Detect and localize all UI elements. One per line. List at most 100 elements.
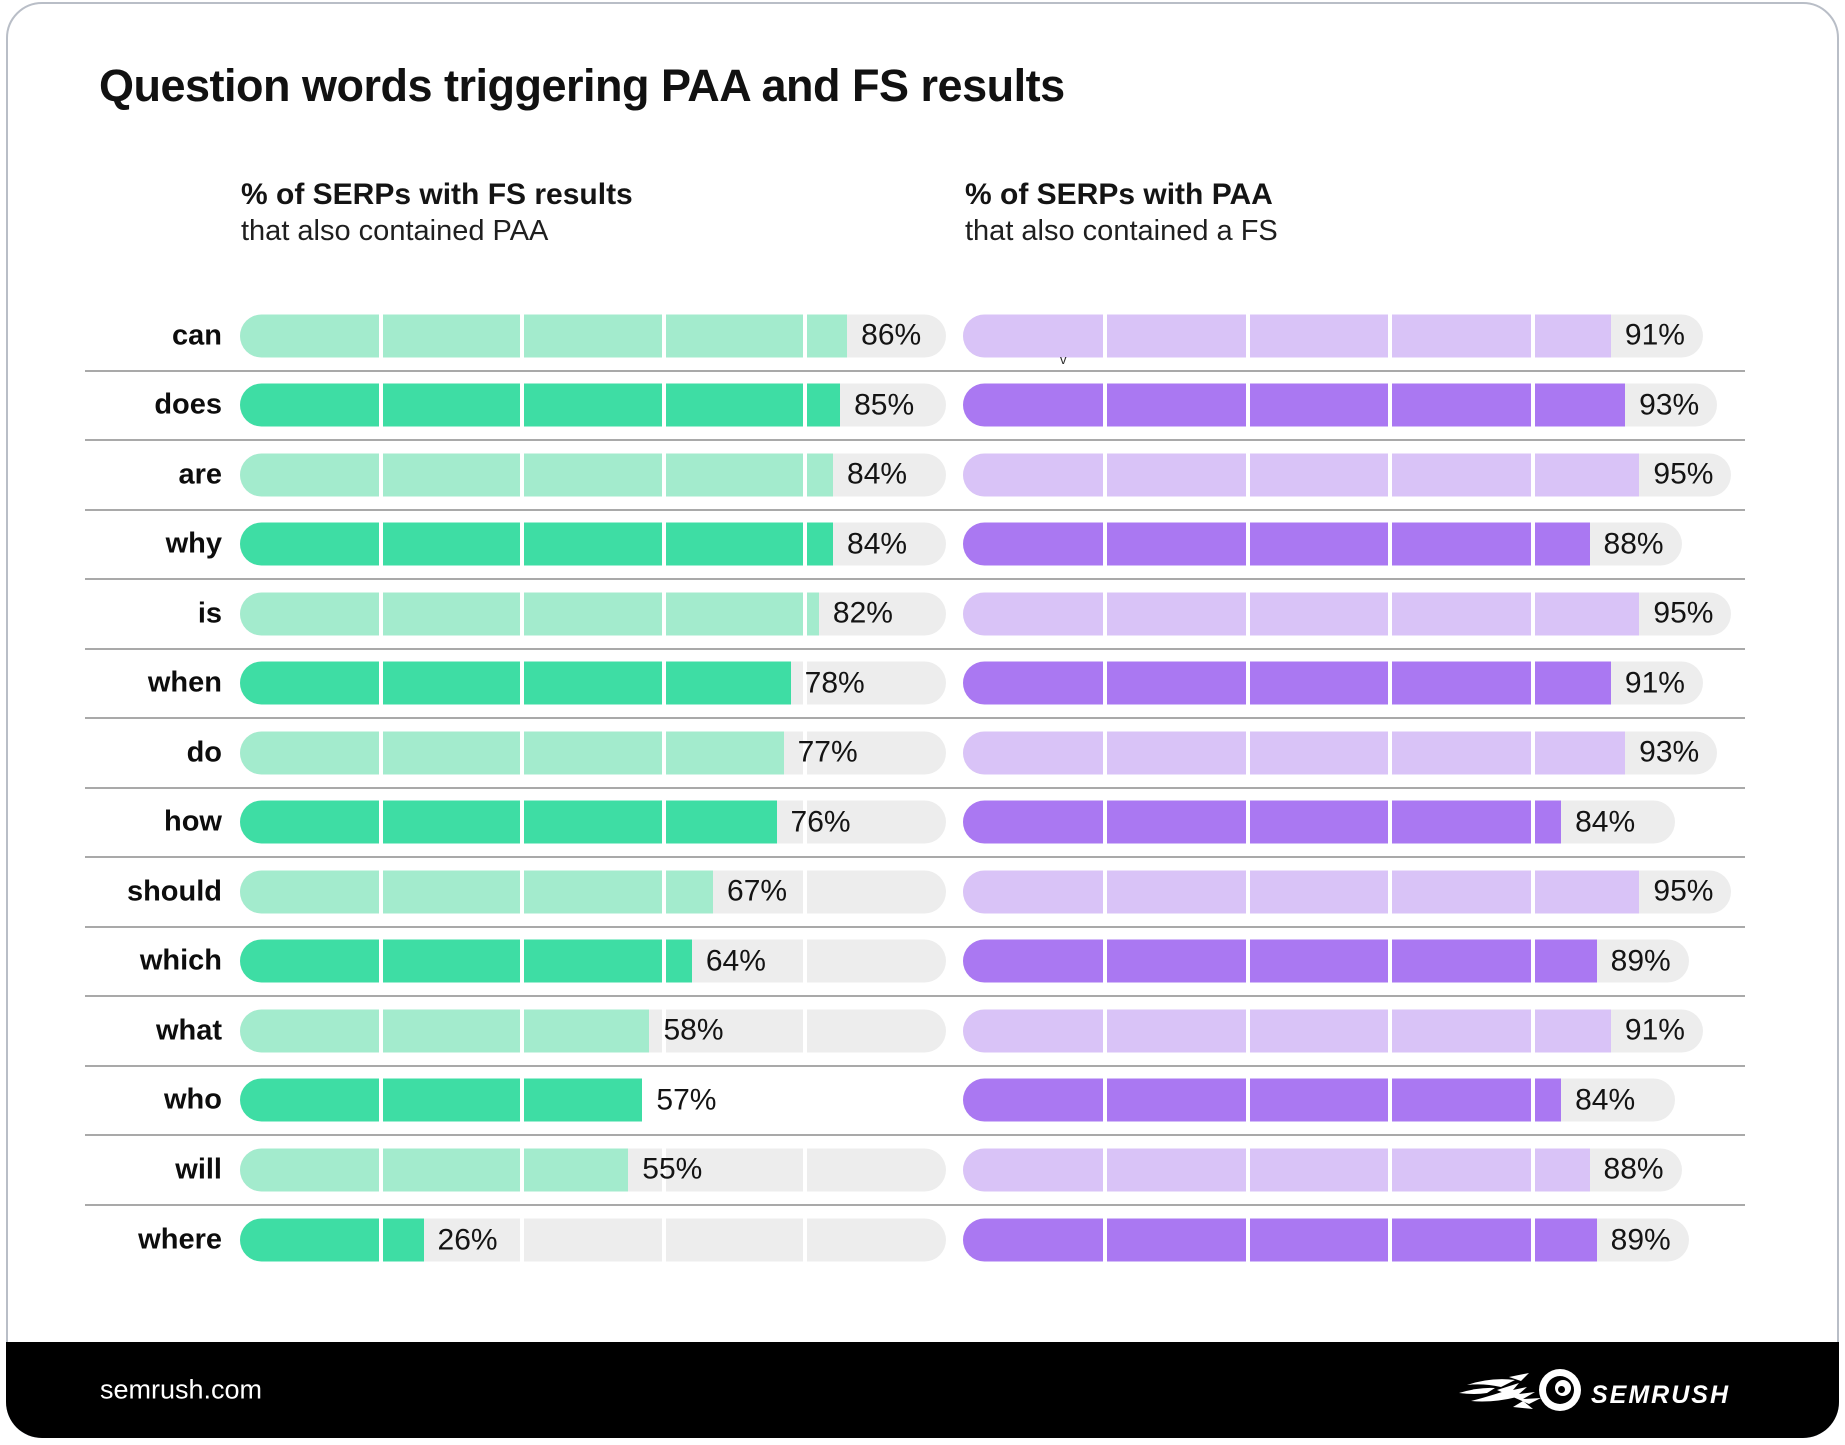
bar-track-paa: 84% [963,800,1675,844]
bar-track-paa: 89% [963,939,1689,983]
bar-fill-fs [240,939,692,983]
bar-fill-paa [963,1148,1590,1192]
bar-track-fs: 57% [240,1078,946,1122]
segment-divider [1530,800,1535,844]
segment-divider [1388,661,1393,705]
segment-divider [1103,800,1108,844]
bar-fill-fs [240,453,834,497]
bar-fill-fs [240,522,834,566]
segment-divider [661,661,666,705]
segment-divider [1530,1218,1535,1262]
chart-row-why: why 84% 88% [85,511,1745,580]
chart-row-who: who 57% 84% [85,1067,1745,1136]
segment-divider [802,1148,807,1192]
bar-fill-paa [963,453,1640,497]
bar-track-fs: 26% [240,1218,946,1262]
chart-row-are: are 84% 95% [85,441,1745,511]
segment-divider [520,1078,525,1122]
segment-divider [379,800,384,844]
bar-track-fs: 84% [240,453,946,497]
segment-divider [1103,314,1108,358]
bar-fill-fs [240,1148,629,1192]
segment-divider [1388,731,1393,775]
footer-site-url: semrush.com [100,1374,263,1405]
card-border [6,2,1839,1438]
bar-value-label: 89% [1610,1223,1671,1257]
segment-divider [520,453,525,497]
bar-track-fs: 77% [240,731,946,775]
bar-track-paa: 88% [963,522,1682,566]
segment-divider [1530,661,1535,705]
row-label: do [186,736,222,769]
bar-value-label: 84% [847,457,908,491]
bar-fill-paa [963,1009,1611,1053]
segment-divider [1388,1009,1393,1053]
row-label: does [154,388,222,421]
bar-track-paa: 89% [963,1218,1689,1262]
bar-track-fs: 85% [240,383,946,427]
segment-divider [661,1078,666,1122]
segment-divider [1530,383,1535,427]
bar-value-label: 57% [656,1083,717,1117]
segment-divider [1388,1148,1393,1192]
segment-divider [1245,1148,1250,1192]
bar-fill-paa [963,731,1626,775]
bar-value-label: 78% [804,666,865,700]
segment-divider [379,1148,384,1192]
bar-value-label: 85% [854,388,915,422]
chart-row-do: do 77% 93% [85,719,1745,789]
row-label: when [147,666,222,699]
right-column-header: % of SERPs with PAA that also contained … [965,176,1565,249]
bar-track-paa: 95% [963,592,1732,636]
segment-divider [520,731,525,775]
segment-divider [1103,870,1108,914]
bar-value-label: 88% [1603,1152,1664,1186]
segment-divider [520,383,525,427]
segment-divider [1245,453,1250,497]
segment-divider [1103,661,1108,705]
segment-divider [379,661,384,705]
segment-divider [1103,939,1108,983]
segment-divider [661,1148,666,1192]
row-label: what [155,1014,222,1047]
segment-divider [1103,1078,1108,1122]
segment-divider [802,1078,807,1122]
bar-track-fs: 67% [240,870,946,914]
segment-divider [1245,1218,1250,1262]
bar-track-paa: 84% [963,1078,1675,1122]
segment-divider [1245,522,1250,566]
bar-value-label: 89% [1610,944,1671,978]
right-column-title: % of SERPs with PAA [965,178,1273,211]
segment-divider [520,800,525,844]
segment-divider [802,731,807,775]
bar-fill-paa [963,661,1611,705]
row-label: can [172,319,222,352]
segment-divider [520,1148,525,1192]
segment-divider [1103,1218,1108,1262]
bar-track-paa: 91% [963,314,1703,358]
segment-divider [379,939,384,983]
segment-divider [1245,383,1250,427]
segment-divider [520,1218,525,1262]
segment-divider [661,522,666,566]
bar-fill-paa [963,870,1640,914]
bar-value-label: 82% [832,596,893,630]
bar-value-label: 84% [1575,805,1636,839]
segment-divider [661,592,666,636]
bar-track-paa: 91% [963,661,1703,705]
segment-divider [1530,453,1535,497]
segment-divider [661,939,666,983]
left-column-title: % of SERPs with FS results [241,178,633,211]
chart-row-can: can 86% 91% [85,302,1745,372]
segment-divider [661,453,666,497]
row-label: are [178,458,222,491]
bar-value-label: 93% [1639,735,1700,769]
bar-fill-fs [240,800,777,844]
segment-divider [379,1218,384,1262]
bar-value-label: 91% [1624,666,1685,700]
bar-fill-fs [240,1009,650,1053]
bar-fill-paa [963,1218,1597,1262]
chart-row-when: when 78% 91% [85,650,1745,719]
bar-track-paa: 93% [963,731,1718,775]
bar-fill-fs [240,592,819,636]
